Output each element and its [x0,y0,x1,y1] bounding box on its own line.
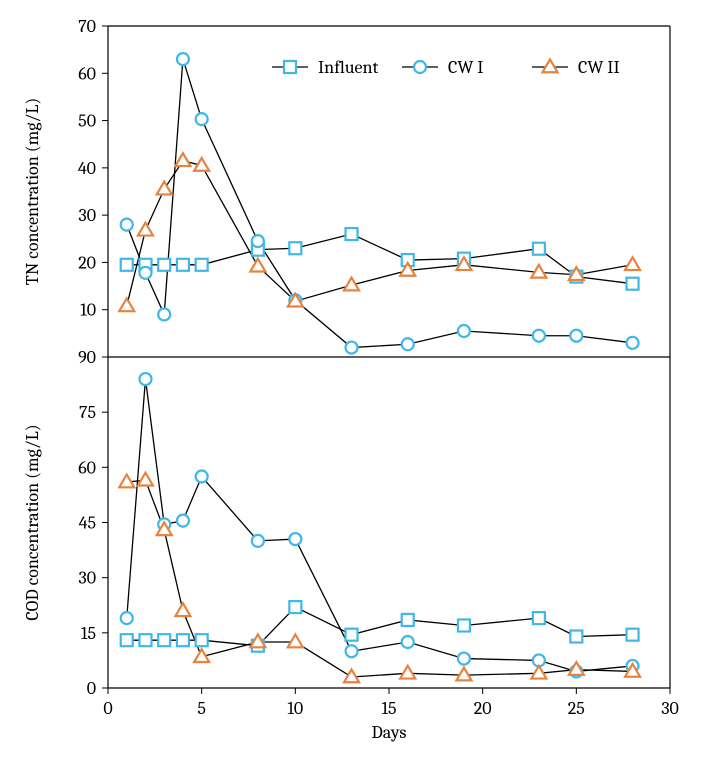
legend-label: CW I [448,57,483,78]
series-line-CW II [127,161,633,306]
x-tick: 30 [661,698,679,719]
x-tick: 10 [287,698,303,719]
y-axis-label-bottom: COD concentration (mg/L) [22,424,43,620]
legend-label: CW II [578,57,620,78]
x-tick: 0 [103,698,112,719]
y-tick-top: 10 [80,300,96,321]
markers-bottom [119,373,640,682]
y-tick-bottom: 0 [87,678,96,699]
series-line-CW I [127,59,633,347]
x-tick: 20 [474,698,492,719]
x-axis-label: Days [372,722,407,743]
x-tick: 15 [381,698,396,719]
y-tick-bottom: 15 [81,623,96,644]
x-tick: 25 [568,698,585,719]
y-tick-bottom: 60 [78,457,96,478]
y-tick-top: 40 [78,158,96,179]
y-axis-label-top: TN concentration (mg/L) [22,98,43,285]
markers-top [119,53,640,353]
series-line-CW II [127,480,633,677]
y-tick-top: 60 [78,63,96,84]
lines-top [127,59,633,347]
y-tick-top: 50 [78,111,96,132]
y-tick-bottom: 90 [78,347,96,368]
y-tick-bottom: 75 [79,402,96,423]
y-tick-top: 20 [78,252,96,273]
legend-label: Influent [318,57,379,78]
y-tick-bottom: 45 [79,513,96,534]
y-tick-top: 70 [78,16,96,37]
y-tick-bottom: 30 [78,568,96,589]
lines-bottom [127,379,633,677]
legend: Influent CW I CW II [272,57,620,78]
chart-container: 10 20 30 40 50 60 70 0 15 30 45 60 75 90 0 5 10 15 20 25 30 D… [0,0,714,763]
x-tick: 5 [197,698,206,719]
y-tick-top: 30 [78,205,96,226]
chart-svg: 10 20 30 40 50 60 70 0 15 30 45 60 75 90 0 5 10 15 20 25 30 D… [0,0,714,763]
